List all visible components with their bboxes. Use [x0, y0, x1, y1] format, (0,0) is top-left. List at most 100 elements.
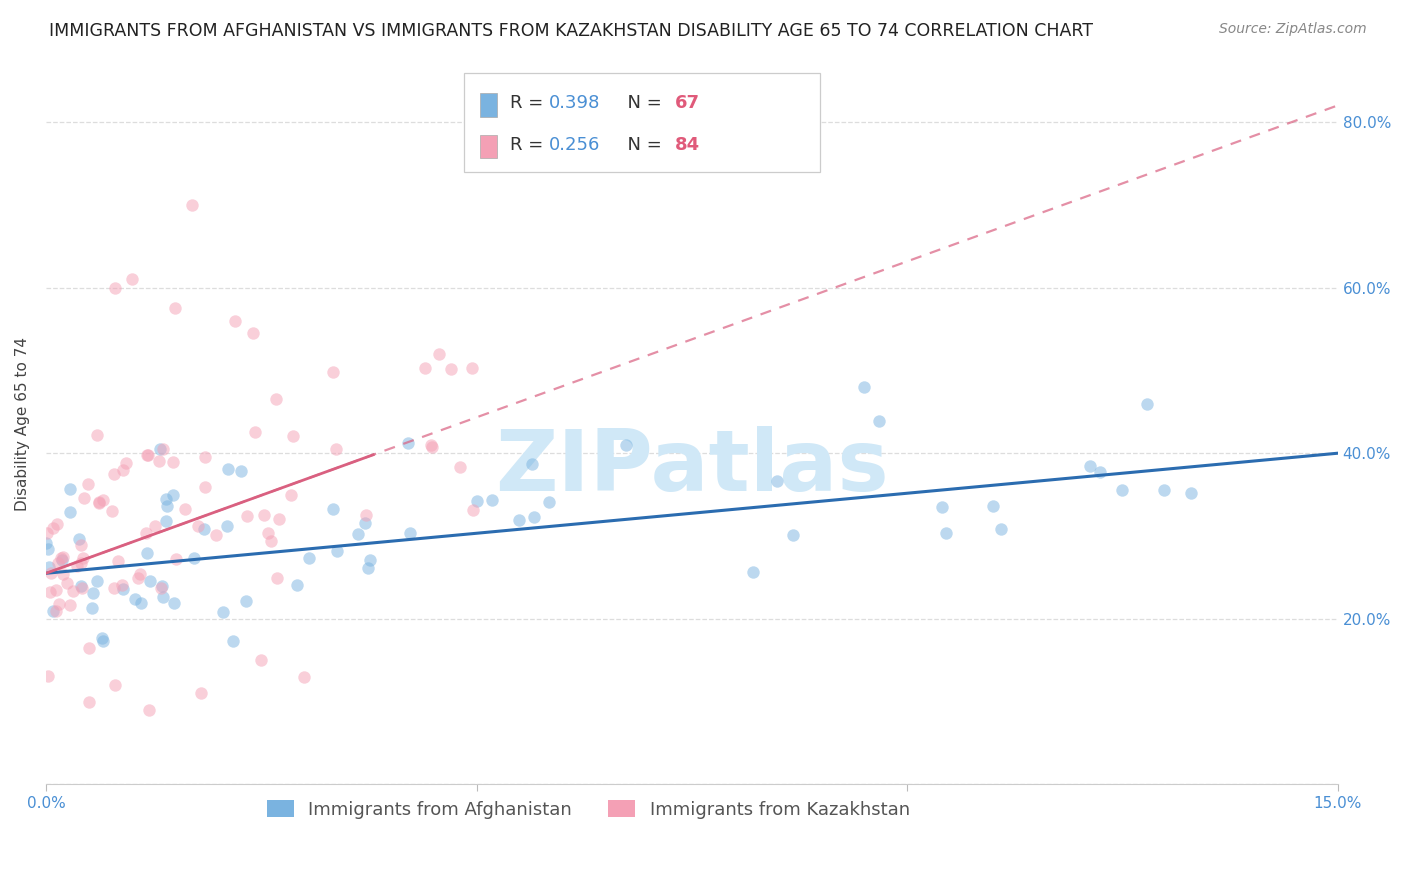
Point: [325, 442, 347, 456]
Text: R =: R =: [510, 136, 548, 153]
Point: [101, 504, 124, 518]
Text: IMMIGRANTS FROM AFGHANISTAN VS IMMIGRANTS FROM KAZAKHSTAN DISABILITY AGE 65 TO 7: IMMIGRANTS FROM AFGHANISTAN VS IMMIGRANT…: [49, 22, 1094, 40]
Point: [155, 491, 177, 506]
Point: [165, 301, 187, 316]
Point: [765, 475, 787, 489]
Point: [256, 526, 278, 541]
Point: [72, 551, 94, 566]
Point: [62, 583, 84, 598]
Point: [129, 596, 152, 610]
Point: [420, 440, 443, 454]
Point: [69, 579, 91, 593]
Point: [449, 459, 471, 474]
Point: [111, 577, 134, 591]
Point: [285, 578, 308, 592]
Point: [150, 578, 173, 592]
Point: [359, 553, 381, 567]
Point: [155, 514, 177, 528]
Point: [42, 604, 65, 618]
Text: 0.398: 0.398: [548, 94, 600, 112]
Point: [42, 521, 65, 535]
Point: [236, 509, 259, 524]
Point: [357, 561, 380, 575]
Point: [104, 280, 127, 294]
Point: [103, 467, 125, 481]
Legend: Immigrants from Afghanistan, Immigrants from Kazakhstan: Immigrants from Afghanistan, Immigrants …: [260, 793, 917, 826]
Point: [614, 438, 637, 452]
Text: 0.256: 0.256: [548, 136, 600, 153]
Point: [439, 362, 461, 376]
Point: [143, 519, 166, 533]
Point: [1111, 483, 1133, 498]
Point: [77, 695, 100, 709]
Point: [39, 585, 62, 599]
Point: [111, 582, 134, 596]
Point: [59, 598, 82, 612]
FancyBboxPatch shape: [479, 94, 496, 117]
Point: [193, 522, 215, 536]
Point: [266, 571, 288, 585]
Point: [354, 516, 377, 531]
Point: [112, 463, 135, 477]
Text: 84: 84: [675, 136, 700, 153]
Point: [138, 703, 160, 717]
Point: [1078, 459, 1101, 474]
Point: [37, 541, 59, 556]
FancyBboxPatch shape: [464, 73, 820, 172]
FancyBboxPatch shape: [479, 135, 496, 159]
Point: [82, 586, 104, 600]
Text: Source: ZipAtlas.com: Source: ZipAtlas.com: [1219, 22, 1367, 37]
Point: [39, 566, 62, 580]
Point: [212, 605, 235, 619]
Point: [136, 546, 159, 560]
Point: [49, 550, 72, 565]
Point: [183, 551, 205, 566]
Point: [56, 575, 79, 590]
Point: [104, 678, 127, 692]
Point: [87, 495, 110, 509]
Point: [38, 560, 60, 574]
Point: [235, 594, 257, 608]
Point: [190, 686, 212, 700]
Point: [69, 538, 91, 552]
Point: [1088, 465, 1111, 479]
Point: [48, 598, 70, 612]
Point: [222, 634, 245, 648]
Point: [413, 361, 436, 376]
Point: [45, 583, 67, 598]
Point: [82, 600, 104, 615]
Point: [243, 425, 266, 439]
Point: [242, 326, 264, 341]
Point: [187, 519, 209, 533]
Point: [86, 574, 108, 589]
Point: [1136, 397, 1159, 411]
Point: [156, 500, 179, 514]
Point: [129, 567, 152, 582]
Point: [162, 488, 184, 502]
Point: [45, 516, 67, 531]
Point: [280, 488, 302, 502]
Point: [174, 502, 197, 516]
Point: [264, 392, 287, 406]
Point: [103, 581, 125, 595]
Point: [148, 454, 170, 468]
Point: [253, 508, 276, 522]
Point: [461, 502, 484, 516]
Point: [73, 491, 96, 505]
Point: [298, 550, 321, 565]
Point: [165, 552, 187, 566]
Point: [481, 492, 503, 507]
Point: [162, 455, 184, 469]
Point: [35, 526, 58, 541]
Point: [194, 480, 217, 494]
Point: [37, 668, 59, 682]
Point: [124, 591, 146, 606]
Point: [45, 604, 67, 618]
Point: [269, 511, 291, 525]
Point: [77, 640, 100, 655]
Point: [935, 525, 957, 540]
Point: [217, 519, 239, 533]
Point: [76, 477, 98, 491]
Point: [281, 429, 304, 443]
Point: [782, 528, 804, 542]
